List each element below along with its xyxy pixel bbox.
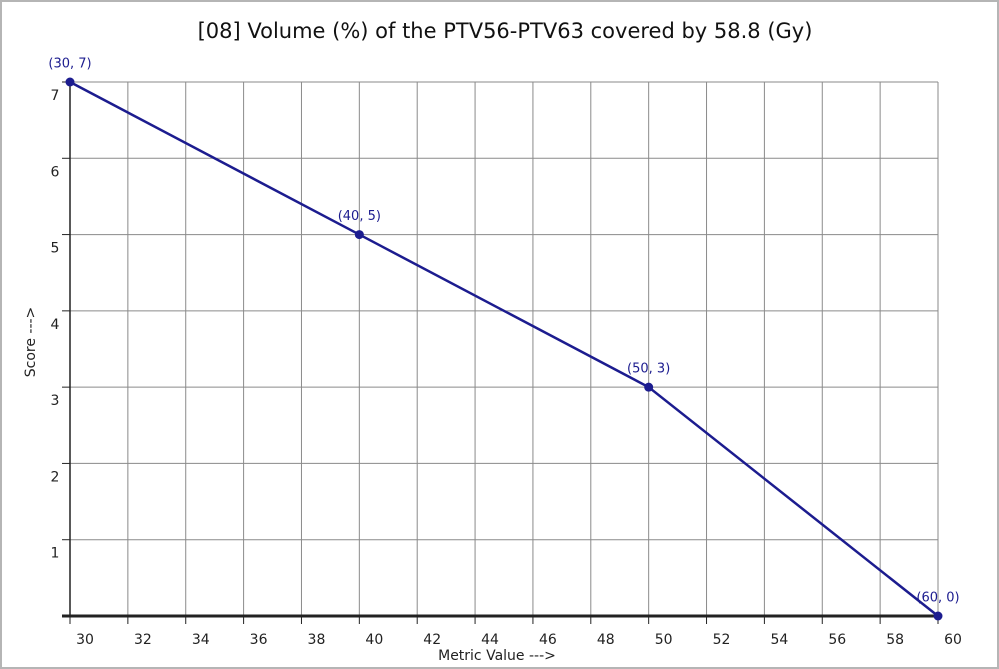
y-tick-label: 5 (51, 241, 60, 257)
x-axis-label: Metric Value ---> (438, 648, 556, 664)
x-tick-label: 46 (539, 632, 557, 648)
x-tick-label: 52 (713, 632, 731, 648)
x-tick-label: 34 (192, 632, 210, 648)
x-tick-label: 32 (134, 632, 152, 648)
x-tick-label: 36 (250, 632, 268, 648)
y-tick-label: 4 (51, 317, 60, 333)
x-tick-label: 40 (365, 632, 383, 648)
x-tick-label: 50 (655, 632, 673, 648)
y-tick-label: 6 (51, 164, 60, 180)
x-tick-label: 60 (944, 632, 962, 648)
x-tick-label: 48 (597, 632, 615, 648)
data-label: (40, 5) (338, 209, 381, 224)
chart-title: [08] Volume (%) of the PTV56-PTV63 cover… (198, 19, 813, 43)
x-tick-label: 44 (481, 632, 499, 648)
point (933, 611, 943, 621)
point (65, 77, 75, 87)
x-tick-label: 38 (308, 632, 326, 648)
point (354, 230, 364, 240)
x-tick-label: 58 (886, 632, 904, 648)
y-tick-label: 3 (51, 393, 60, 409)
x-tick-label: 54 (770, 632, 788, 648)
data-label: (50, 3) (627, 362, 670, 377)
data-label: (30, 7) (48, 57, 91, 72)
line (69, 80, 939, 617)
point (644, 382, 654, 392)
y-tick-label: 2 (51, 469, 60, 485)
x-tick-label: 56 (828, 632, 846, 648)
x-tick-label: 42 (423, 632, 441, 648)
x-tick-label: 30 (76, 632, 94, 648)
y-axis-label: Score ---> (23, 307, 39, 378)
y-tick-label: 7 (51, 88, 60, 104)
y-tick-label: 1 (51, 546, 60, 562)
data-label: (60, 0) (916, 591, 959, 606)
